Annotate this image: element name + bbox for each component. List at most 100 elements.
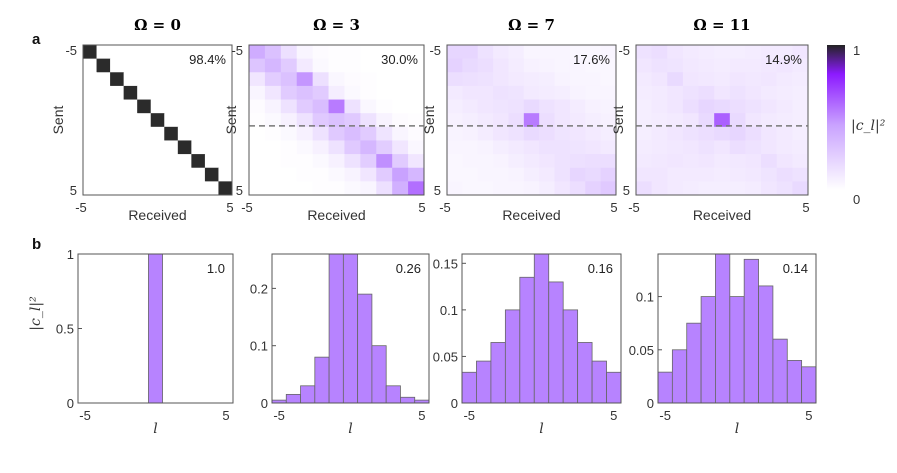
heatmap-cell [447, 72, 463, 87]
heatmap-cell [191, 126, 206, 141]
heatmap-cell [554, 99, 571, 114]
heatmap-cell [477, 99, 494, 114]
histogram-bar [148, 253, 163, 404]
heatmap-cell [280, 140, 298, 155]
heatmap-cell [667, 45, 684, 60]
heatmap-cell [328, 181, 345, 196]
fidelity-annotation: 98.4% [189, 52, 226, 67]
heatmap-cell [554, 58, 571, 73]
heatmap-cell [493, 140, 509, 155]
heatmap-cell [729, 154, 746, 169]
heatmap-cell [344, 99, 361, 114]
heatmap-cell [477, 126, 494, 141]
heatmap-cell [539, 99, 555, 114]
heatmap-cell [280, 167, 298, 182]
y-tick-label: 5 [236, 183, 243, 198]
heatmap-cell [83, 154, 97, 169]
histogram-bar [533, 253, 550, 404]
x-tick-label: 5 [805, 408, 812, 423]
heatmap-cell [698, 113, 715, 128]
heatmap-cell [493, 167, 509, 182]
heatmap-cell [585, 85, 602, 100]
heatmap-cell [585, 113, 602, 128]
heatmap-cell [636, 113, 653, 128]
heatmap-cell [344, 45, 361, 60]
heatmap-cell [408, 126, 425, 141]
heatmap-cell [83, 45, 97, 60]
heatmap-cell [408, 140, 425, 155]
heatmap-cell [447, 167, 463, 182]
heatmap-cell [164, 99, 179, 114]
heatmap-cell [376, 167, 393, 182]
heatmap-cell [177, 154, 192, 169]
panel-label-a: a [32, 31, 41, 48]
heatmap-cell [296, 85, 314, 100]
heatmap-cell [150, 72, 165, 87]
heatmap-frame [248, 44, 425, 196]
heatmap-cell [280, 113, 298, 128]
heatmap-cell [745, 45, 762, 60]
heatmap-cell [585, 126, 602, 141]
heatmap-cell [312, 85, 329, 100]
heatmap-cell [682, 126, 699, 141]
heatmap-cell [493, 58, 509, 73]
heatmap-title: Ω = 0 [134, 16, 181, 34]
heatmap-cell [636, 99, 653, 114]
histogram-bar [300, 385, 316, 404]
heatmap-cell [508, 99, 525, 114]
histogram-bar [700, 296, 716, 404]
heatmap-cell [493, 154, 509, 169]
heatmap-cell [344, 154, 361, 169]
heatmap-cell [493, 113, 509, 128]
heatmap-cell [360, 167, 377, 182]
histogram-bar [743, 258, 759, 404]
heatmap-cell [792, 140, 809, 155]
histogram-bar [385, 385, 401, 404]
y-tick-label: 0 [451, 396, 458, 411]
heatmap-cell [264, 72, 282, 87]
heatmap-cell [83, 181, 97, 196]
heatmap-cell [164, 85, 179, 100]
histogram-bar [729, 296, 745, 404]
heatmap-panel: Ω = 3 30.0% -5 5 -5 5 Received Sent [223, 16, 426, 223]
colorbar-max-label: 1 [853, 43, 860, 58]
heatmap-cell [96, 99, 111, 114]
heatmap-cell [636, 181, 653, 196]
heatmap-cell [110, 113, 125, 128]
heatmap-cell [745, 167, 762, 182]
heatmap-cell [249, 126, 266, 141]
heatmap-cell [392, 167, 409, 182]
heatmap-cell [123, 167, 138, 182]
heatmap-cell [123, 99, 138, 114]
histogram-bar [490, 342, 506, 404]
heatmap-cell [585, 72, 602, 87]
x-tick-label: -5 [75, 200, 87, 215]
heatmap-cell [150, 140, 165, 155]
heatmap-cell [745, 99, 762, 114]
histogram-frame [461, 253, 622, 404]
heatmap-cell [585, 45, 602, 60]
heatmap-cell [204, 140, 219, 155]
heatmap-cell [792, 167, 809, 182]
heatmap-cell [523, 99, 540, 114]
heatmap-cell [150, 154, 165, 169]
heatmap-cell [328, 113, 345, 128]
y-tick-label: 1 [67, 247, 74, 262]
y-tick-label: 0 [647, 396, 654, 411]
heatmap-cell [110, 181, 125, 196]
heatmap-cell [376, 85, 393, 100]
heatmap-cell [776, 58, 793, 73]
heatmap-cell [569, 154, 586, 169]
heatmap-cell [776, 85, 793, 100]
heatmap-cell [508, 154, 525, 169]
heatmap-cell [651, 72, 668, 87]
heatmap-cell [569, 58, 586, 73]
heatmap-cell [569, 167, 586, 182]
heatmap-cell [137, 154, 152, 169]
x-axis-label: Received [502, 207, 560, 223]
heatmap-cell [745, 113, 762, 128]
heatmap-cell [408, 167, 425, 182]
y-tick-label: 0.05 [433, 349, 458, 364]
heatmap-cell [636, 45, 653, 60]
heatmap-cell [408, 58, 425, 73]
